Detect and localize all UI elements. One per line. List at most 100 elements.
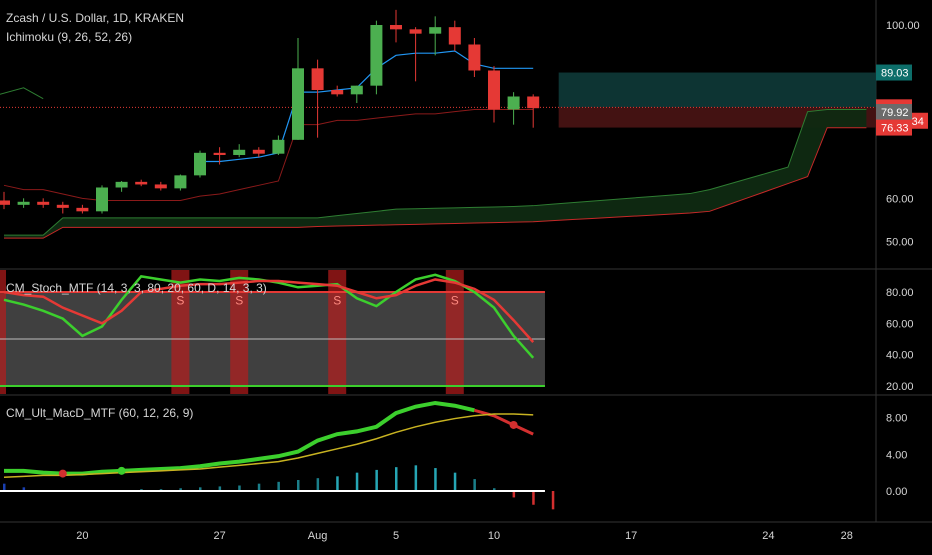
- price-badge-label: 76.33: [881, 123, 909, 135]
- kijun-sen-line: [3, 108, 534, 201]
- stoch-tick-label: 20.00: [886, 381, 914, 393]
- candle-body: [174, 175, 187, 189]
- time-tick-label: 20: [76, 530, 88, 542]
- candle-body: [448, 27, 461, 45]
- candle-body: [527, 96, 540, 109]
- main-chart-title: Zcash / U.S. Dollar, 1D, KRAKEN: [6, 11, 185, 25]
- stoch-signal-bar: [328, 270, 347, 394]
- candle-body: [350, 85, 363, 95]
- price-badge: [876, 104, 912, 121]
- macd-histogram-bar: [532, 491, 535, 505]
- macd-histogram-bar: [277, 481, 280, 491]
- macd-cross-marker: [117, 466, 126, 475]
- candle-body: [272, 139, 285, 154]
- price-badge-label: 79.92: [881, 107, 909, 119]
- candle-body: [468, 44, 481, 71]
- candle-body: [233, 149, 246, 155]
- macd-line-down: [473, 408, 534, 436]
- macd-histogram-bar: [3, 483, 6, 491]
- stoch-signal-bar: [171, 270, 190, 394]
- candle-body: [311, 68, 324, 90]
- candle-body: [331, 89, 344, 95]
- time-tick-label: 17: [625, 530, 637, 542]
- time-tick-label: 27: [213, 530, 225, 542]
- time-tick-label: 28: [841, 530, 853, 542]
- macd-histogram-bar: [199, 487, 202, 491]
- candle-body: [390, 25, 402, 30]
- candle-body: [292, 68, 304, 140]
- stoch-signal-label: S: [176, 294, 184, 308]
- macd-histogram-bar: [395, 467, 398, 491]
- stoch-line: [3, 278, 535, 343]
- candle-body: [194, 152, 206, 176]
- stoch-signal-bar: [445, 270, 464, 394]
- macd-histogram-bar: [218, 486, 222, 491]
- macd-tick-label: 8.00: [886, 413, 907, 425]
- macd-cross-marker: [58, 469, 67, 478]
- macd-cross-marker: [509, 420, 518, 429]
- candle-body: [135, 181, 148, 185]
- senkou-span-a: [4, 108, 867, 236]
- projection-loss-zone: [558, 107, 877, 128]
- candle-body: [115, 181, 128, 188]
- candle-body: [76, 207, 89, 212]
- stoch-tick-label: 40.00: [886, 350, 914, 362]
- senkou-span-b: [4, 127, 867, 239]
- candle-body: [154, 184, 167, 189]
- macd-histogram-bar: [297, 479, 300, 491]
- macd-histogram-bar: [316, 478, 320, 491]
- macd-histogram-bar: [336, 476, 339, 491]
- macd-histogram-bar: [355, 472, 359, 491]
- macd-tick-label: 4.00: [886, 449, 907, 461]
- projection-profit-zone: [558, 72, 877, 108]
- ichimoku-cloud: [4, 109, 867, 239]
- candle-body: [96, 187, 108, 212]
- stoch-signal-label: S: [451, 294, 459, 308]
- stoch-tick-label: 80.00: [886, 287, 914, 299]
- candle-body: [17, 201, 30, 205]
- candle-body: [429, 27, 442, 34]
- macd-signal-line: [3, 413, 534, 478]
- macd-histogram-bar: [375, 469, 378, 491]
- candle-body: [370, 25, 383, 86]
- macd-histogram-bar: [473, 479, 476, 491]
- stoch-legend: CM_Stoch_MTF (14, 3, 3, 80, 20, 60, D, 1…: [6, 281, 267, 295]
- tenkan-sen-line: [200, 50, 534, 163]
- macd-tick-label: 0.00: [886, 486, 907, 498]
- candle-body: [252, 149, 265, 154]
- price-badge: [876, 64, 912, 81]
- price-tick-label: 50.00: [886, 237, 914, 249]
- macd-histogram-bar: [179, 488, 182, 491]
- candle-body: [488, 70, 500, 110]
- time-tick-label: Aug: [308, 530, 328, 542]
- time-tick-label: 5: [393, 530, 399, 542]
- candle-body: [213, 152, 226, 155]
- candle-body: [37, 201, 50, 205]
- macd-histogram-bar: [257, 483, 261, 491]
- ichimoku-legend: Ichimoku (9, 26, 52, 26): [6, 30, 133, 44]
- candle-body: [0, 200, 10, 205]
- price-badge-label: 89.03: [881, 68, 909, 80]
- candle-body: [507, 96, 520, 110]
- macd-histogram-bar: [238, 485, 241, 491]
- macd-histogram-bar: [434, 468, 437, 491]
- price-tick-label: 100.00: [886, 20, 920, 32]
- candle-body: [56, 204, 69, 208]
- candle-body: [409, 29, 422, 34]
- stoch-signal-label: S: [333, 294, 341, 308]
- stoch-tick-label: 60.00: [886, 318, 914, 330]
- stoch-signal-bar: [230, 270, 249, 394]
- time-tick-label: 10: [488, 530, 500, 542]
- chikou-span-line: [0, 87, 44, 100]
- macd-legend: CM_Ult_MacD_MTF (60, 12, 26, 9): [6, 406, 194, 420]
- stoch-signal-bar: [0, 270, 6, 394]
- macd-histogram-bar: [414, 465, 418, 491]
- macd-line-up: [4, 400, 475, 476]
- macd-histogram-bar: [453, 472, 457, 491]
- time-tick-label: 24: [762, 530, 774, 542]
- macd-histogram-bar: [551, 491, 555, 510]
- macd-histogram-bar: [22, 487, 26, 491]
- price-tick-label: 60.00: [886, 193, 914, 205]
